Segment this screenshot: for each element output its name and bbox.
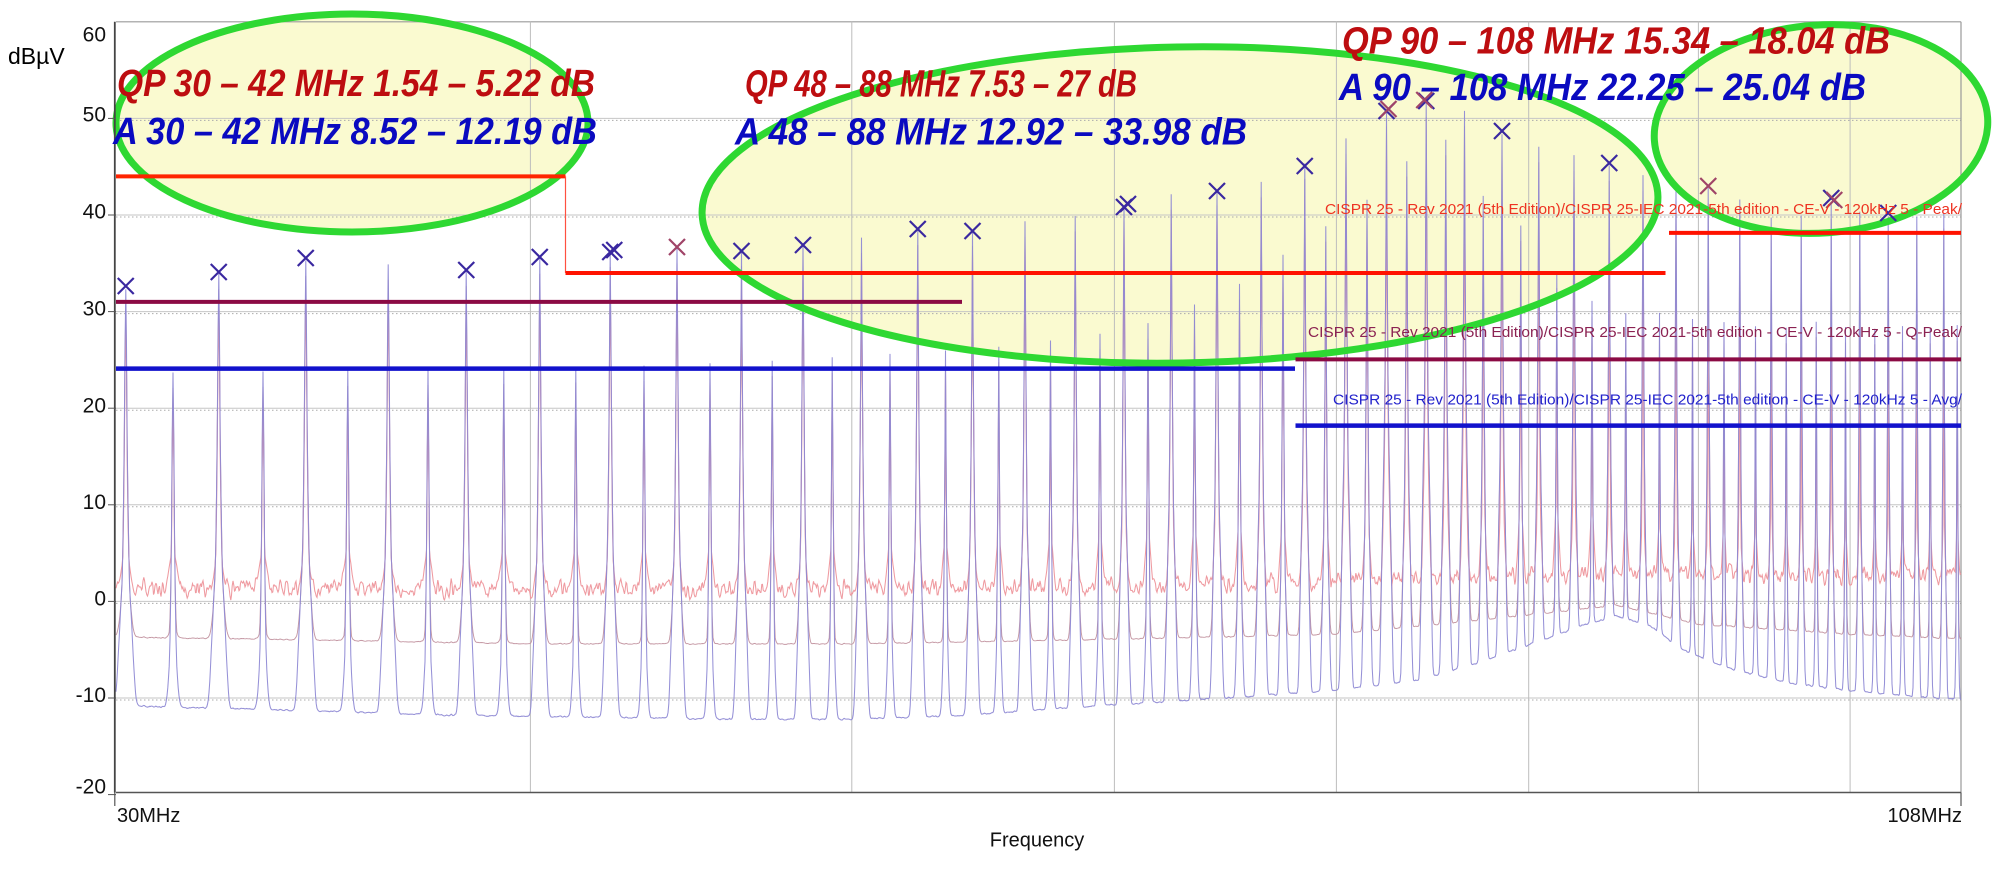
- svg-text:Frequency: Frequency: [990, 830, 1085, 852]
- svg-text:CISPR 25 - Rev 2021 (5th Editi: CISPR 25 - Rev 2021 (5th Edition)/CISPR …: [1333, 393, 1963, 409]
- svg-text:0: 0: [94, 588, 106, 611]
- svg-text:10: 10: [83, 491, 106, 514]
- svg-text:60: 60: [83, 24, 106, 47]
- svg-text:40: 40: [83, 201, 106, 224]
- svg-text:dBµV: dBµV: [8, 43, 65, 69]
- svg-text:30MHz: 30MHz: [117, 805, 180, 827]
- svg-text:CISPR 25 - Rev 2021 (5th Editi: CISPR 25 - Rev 2021 (5th Edition)/CISPR …: [1308, 325, 1963, 341]
- svg-text:50: 50: [83, 104, 106, 127]
- svg-text:QP 48 – 88 MHz 7.53 – 27 dB: QP 48 – 88 MHz 7.53 – 27 dB: [745, 64, 1137, 106]
- svg-text:-10: -10: [76, 684, 106, 707]
- svg-text:QP 30 – 42 MHz 1.54 – 5.22 dB: QP 30 – 42 MHz 1.54 – 5.22 dB: [117, 63, 595, 105]
- svg-text:A 48 – 88 MHz 12.92 – 33.98 dB: A 48 – 88 MHz 12.92 – 33.98 dB: [734, 112, 1247, 154]
- svg-text:20: 20: [83, 395, 106, 418]
- svg-text:-20: -20: [76, 776, 106, 799]
- svg-text:A 90 – 108 MHz 22.25 – 25.04 d: A 90 – 108 MHz 22.25 – 25.04 dB: [1338, 67, 1866, 109]
- svg-text:30: 30: [83, 298, 106, 321]
- svg-text:CISPR 25 - Rev 2021 (5th Editi: CISPR 25 - Rev 2021 (5th Edition)/CISPR …: [1325, 202, 1963, 218]
- svg-text:QP 90 – 108 MHz 15.34 – 18.04: QP 90 – 108 MHz 15.34 – 18.04 dB: [1342, 21, 1890, 63]
- svg-text:108MHz: 108MHz: [1888, 805, 1962, 827]
- svg-text:A 30 – 42 MHz 8.52 – 12.19 dB: A 30 – 42 MHz 8.52 – 12.19 dB: [112, 111, 597, 153]
